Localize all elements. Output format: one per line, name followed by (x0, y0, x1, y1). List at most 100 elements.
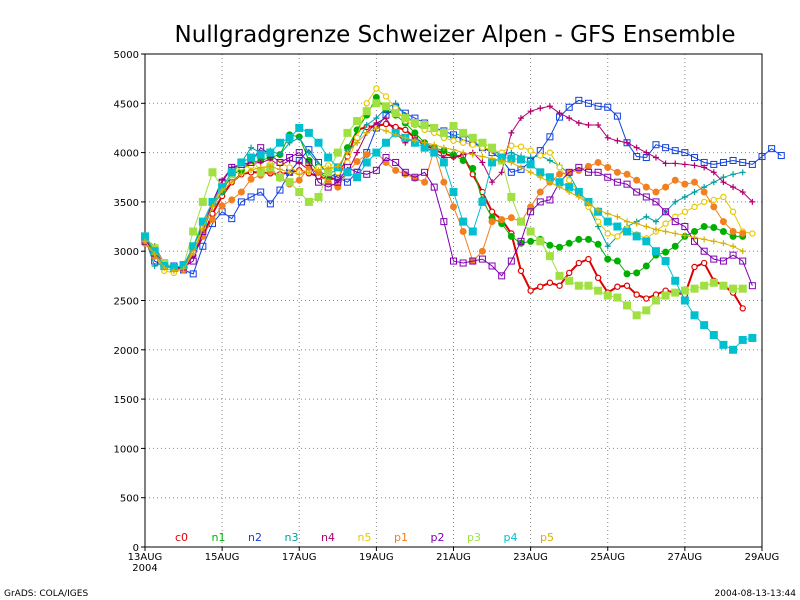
series-p4-point (478, 197, 487, 206)
series-p3-point (507, 192, 516, 201)
series-p4-point (526, 160, 535, 169)
x-tick-label: 29AUG (745, 552, 780, 563)
series-p5-point (730, 243, 737, 250)
series-p4-point (324, 153, 333, 162)
series-n1-point (527, 237, 535, 245)
legend-n3: n3 (285, 531, 299, 544)
series-p5-point (508, 159, 515, 166)
series-p2-point (671, 218, 679, 226)
series-n5-point (286, 164, 293, 171)
series-p5-point (546, 179, 553, 186)
series-n4-point (546, 103, 553, 110)
series-p5-point (431, 141, 438, 148)
series-line-n4 (144, 105, 753, 269)
series-p2-point (604, 173, 612, 181)
series-p3-point (314, 192, 323, 201)
series-n4-point (662, 160, 669, 167)
series-n4-point (681, 161, 688, 168)
series-p1-point (507, 214, 515, 222)
series-p1-point (719, 218, 727, 226)
series-n5-point (373, 85, 380, 92)
series-n4-point (710, 169, 717, 176)
series-p1-point (594, 158, 602, 166)
series-p3 (141, 99, 747, 320)
series-n2-point (633, 153, 641, 161)
legend-p5: p5 (540, 531, 554, 544)
series-n2-point (343, 178, 351, 186)
series-p5-point (170, 267, 177, 274)
series-p4-point (700, 321, 709, 330)
series-p2-point (613, 178, 621, 186)
series-p1-point (681, 180, 689, 188)
series-n5-point (459, 139, 467, 146)
series-n4-point (517, 115, 524, 122)
series-n2-point (228, 215, 236, 223)
series-p1-point (295, 176, 303, 184)
series-p5-point (209, 203, 216, 210)
series-p1-point (421, 178, 429, 186)
series-c0-point (643, 295, 650, 302)
series-p4-point (632, 232, 641, 241)
series-p1-point (353, 157, 361, 165)
y-tick-label: 500 (120, 494, 139, 505)
series-n3-point (276, 151, 283, 158)
series-p3-point (401, 114, 410, 123)
series-p2-point (459, 259, 467, 267)
series-p5-point (421, 139, 428, 146)
series-c0-point (382, 120, 390, 128)
series-p5-point (276, 166, 283, 173)
series-p2-point (421, 168, 429, 176)
series-p4-point (353, 173, 362, 182)
series-n2-point (768, 145, 776, 153)
series-p4-point (623, 227, 632, 236)
series-p3-point (680, 286, 689, 295)
series-p2-point (507, 257, 515, 265)
series-p5-point (527, 169, 534, 176)
series-p2-point (315, 178, 323, 186)
series-c0-point (585, 255, 592, 263)
series-p3-point (623, 301, 632, 310)
series-p2-point (584, 168, 592, 176)
series-n2-point (247, 193, 255, 201)
series-n4-point (739, 189, 746, 196)
series-c0-point (565, 269, 573, 277)
series-p3-point (545, 252, 554, 261)
series-p4-point (690, 311, 699, 320)
series-p5-point (652, 226, 659, 233)
series-p4-point (314, 138, 323, 147)
series-p4-point (237, 158, 246, 167)
series-p3-point (285, 178, 294, 187)
series-p2-point (662, 208, 670, 216)
y-tick-label: 4000 (114, 149, 139, 160)
series-p2-point (450, 257, 457, 265)
series-n4-point (383, 115, 390, 122)
series-p5-point (286, 169, 293, 176)
series-p2-point (536, 198, 544, 206)
series-p2-point (372, 166, 380, 174)
series-n1-point (642, 262, 650, 270)
series-p2-point (411, 173, 419, 181)
series-p3-point (565, 276, 574, 285)
legend-n4: n4 (321, 531, 335, 544)
series-n3-point (739, 169, 746, 176)
series-p2-point (729, 251, 737, 259)
series-p4-point (680, 296, 689, 305)
x-tick-label: 21AUG (436, 552, 471, 563)
series-n2-point (777, 152, 785, 160)
series-p1-point (450, 203, 457, 211)
series-p3-point (651, 296, 660, 305)
series-p3-point (642, 306, 651, 315)
y-tick-label: 5000 (114, 50, 139, 61)
x-tick-label: 13AUG (128, 552, 163, 563)
series-p1-point (739, 229, 747, 237)
series-n5-point (344, 159, 351, 166)
series-n2-point (507, 168, 515, 176)
series-n2-point (748, 160, 756, 168)
series-n3-point (643, 213, 650, 220)
series-p3-point (189, 227, 198, 236)
series-n1-point (604, 255, 612, 263)
series-p2-point (700, 247, 708, 255)
series-n2-point (199, 242, 207, 250)
legend-c0: c0 (175, 531, 188, 544)
series-p1-point (218, 202, 226, 210)
